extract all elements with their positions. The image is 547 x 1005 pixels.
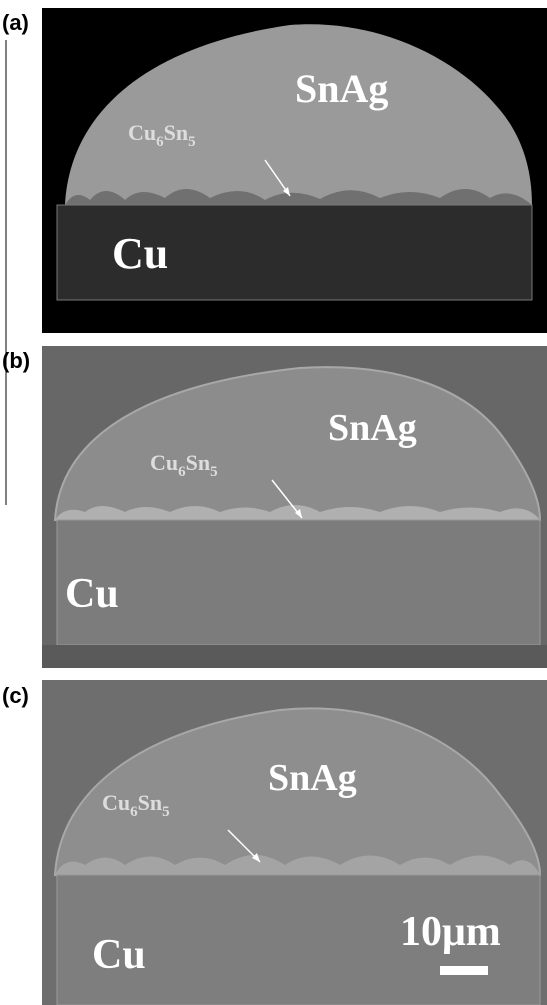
- phase-label: SnAg: [328, 407, 417, 449]
- panel-b: SnAg Cu6Sn5 Cu (b): [2, 346, 547, 668]
- substrate-label: Cu: [112, 229, 168, 278]
- panel-label: (a): [2, 10, 29, 35]
- panel-label: (c): [2, 683, 29, 708]
- panel-a: SnAg Cu6Sn5 Cu (a): [2, 8, 547, 333]
- scale-bar-label: 10μm: [400, 909, 501, 955]
- figure: SnAg Cu6Sn5 Cu (a) SnAg Cu6Sn5 Cu (b) Sn…: [0, 0, 547, 1005]
- base: [42, 645, 547, 668]
- substrate-label: Cu: [92, 932, 146, 978]
- scale-bar: [440, 966, 488, 975]
- phase-label: SnAg: [268, 757, 357, 799]
- page: SnAg Cu6Sn5 Cu (a) SnAg Cu6Sn5 Cu (b) Sn…: [0, 0, 547, 1005]
- substrate: [57, 520, 540, 645]
- phase-label: SnAg: [295, 66, 388, 111]
- panel-label: (b): [2, 348, 30, 373]
- panel-c: SnAg Cu6Sn5 Cu 10μm (c): [2, 680, 547, 1005]
- substrate-label: Cu: [65, 571, 119, 617]
